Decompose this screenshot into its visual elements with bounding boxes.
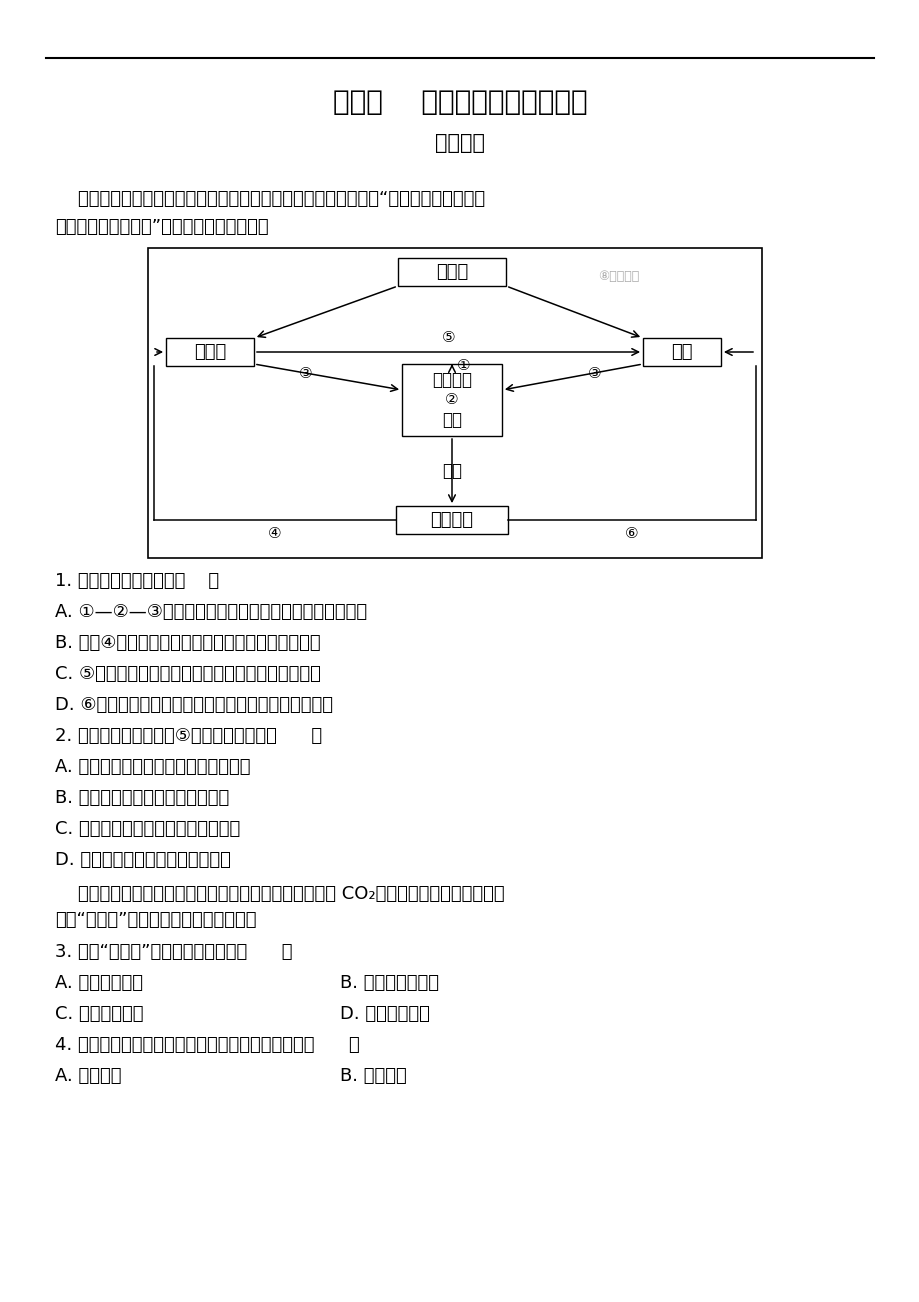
Text: C. ⑤环节循环速度如果加快，可以减缓碳排放的速度: C. ⑤环节循环速度如果加快，可以减缓碳排放的速度 bbox=[55, 665, 321, 684]
Text: 化石燃料: 化石燃料 bbox=[430, 510, 473, 529]
Text: 碳化: 碳化 bbox=[441, 462, 461, 480]
Text: D. ⑥环节在人类的作用下，会导致岩石圈物质循环受阵: D. ⑥环节在人类的作用下，会导致岩石圈物质循环受阵 bbox=[55, 697, 333, 713]
Text: 海洋“生物泵”作用。据此完成下面两题。: 海洋“生物泵”作用。据此完成下面两题。 bbox=[55, 911, 256, 930]
Text: ⑧正确教育: ⑧正确教育 bbox=[597, 270, 639, 283]
Text: D. 加快洋流流速: D. 加快洋流流速 bbox=[340, 1005, 429, 1023]
Text: 3. 海洋“生物泵”作用的影响可能是（      ）: 3. 海洋“生物泵”作用的影响可能是（ ） bbox=[55, 943, 292, 961]
Bar bbox=[148, 247, 761, 559]
Text: ③: ③ bbox=[299, 366, 312, 380]
Text: ②: ② bbox=[445, 392, 459, 408]
Text: D. 北京冬季燃煤取暖导致河流污染: D. 北京冬季燃煤取暖导致河流污染 bbox=[55, 852, 231, 868]
Text: 大气圈: 大气圈 bbox=[194, 342, 226, 361]
Text: B. 转化功能: B. 转化功能 bbox=[340, 1068, 406, 1085]
Text: 中的循环过程示意图”。读图完成下面两题。: 中的循环过程示意图”。读图完成下面两题。 bbox=[55, 217, 268, 236]
Text: B. 缩小臭氧层空洞: B. 缩小臭氧层空洞 bbox=[340, 974, 438, 992]
Text: A. 人工增雨改变水资源的空间分布格局: A. 人工增雨改变水资源的空间分布格局 bbox=[55, 758, 250, 776]
Text: ①: ① bbox=[457, 358, 471, 372]
Bar bbox=[395, 506, 507, 534]
Text: C. 减轻酸雨污染: C. 减轻酸雨污染 bbox=[55, 1005, 143, 1023]
Text: A. ①—②—③反映碳在大气圈、水圈、岩石圈循环的过程: A. ①—②—③反映碳在大气圈、水圈、岩石圈循环的过程 bbox=[55, 603, 367, 621]
Text: C. 发展火电站可能导致沿海低地被淨: C. 发展火电站可能导致沿海低地被淨 bbox=[55, 820, 240, 838]
Text: B. 建设水电站后容易加剧洪淝灾害: B. 建设水电站后容易加剧洪淝灾害 bbox=[55, 789, 229, 807]
Text: B. 控制④环节的人类活动是发展低碳经济的途径之一: B. 控制④环节的人类活动是发展低碳经济的途径之一 bbox=[55, 634, 321, 652]
Text: 海洋浮游植物通过光合作用与呼吸作用能够对大气中的 CO₂浓度进行调节，有人称之为: 海洋浮游植物通过光合作用与呼吸作用能够对大气中的 CO₂浓度进行调节，有人称之为 bbox=[55, 885, 505, 904]
Bar bbox=[165, 339, 254, 366]
Text: A. 缓解全球变暖: A. 缓解全球变暖 bbox=[55, 974, 142, 992]
Text: 4. 材料中体现的地理要素相互作用产生的新功能是（      ）: 4. 材料中体现的地理要素相互作用产生的新功能是（ ） bbox=[55, 1036, 359, 1055]
Text: 基础题组: 基础题组 bbox=[435, 133, 484, 154]
Text: 綠色植物: 綠色植物 bbox=[432, 371, 471, 389]
Bar bbox=[398, 258, 505, 286]
Text: 水圈: 水圈 bbox=[671, 342, 692, 361]
Text: ⑤: ⑤ bbox=[441, 331, 455, 345]
Text: ③: ③ bbox=[587, 366, 601, 380]
Text: ④: ④ bbox=[268, 526, 281, 540]
Text: 2. 有关人类活动作用于⑤及可能的后果是（      ）: 2. 有关人类活动作用于⑤及可能的后果是（ ） bbox=[55, 727, 322, 745]
Text: 1. 下列叙述，正确的是（    ）: 1. 下列叙述，正确的是（ ） bbox=[55, 572, 219, 590]
Text: 倡导发展低碳经济和低碳生活已成为当今社会的主旋律。下图为“碳物质在地球各圈层: 倡导发展低碳经济和低碳生活已成为当今社会的主旋律。下图为“碳物质在地球各圈层 bbox=[55, 190, 484, 208]
Text: 动物: 动物 bbox=[441, 411, 461, 428]
Text: 第一讲    自然地理环境的整体性: 第一讲 自然地理环境的整体性 bbox=[333, 89, 586, 116]
Bar bbox=[402, 365, 502, 436]
Bar bbox=[642, 339, 720, 366]
Text: 岩石圈: 岩石圈 bbox=[436, 263, 468, 281]
Text: A. 循环功能: A. 循环功能 bbox=[55, 1068, 121, 1085]
Text: ⑥: ⑥ bbox=[625, 526, 638, 540]
